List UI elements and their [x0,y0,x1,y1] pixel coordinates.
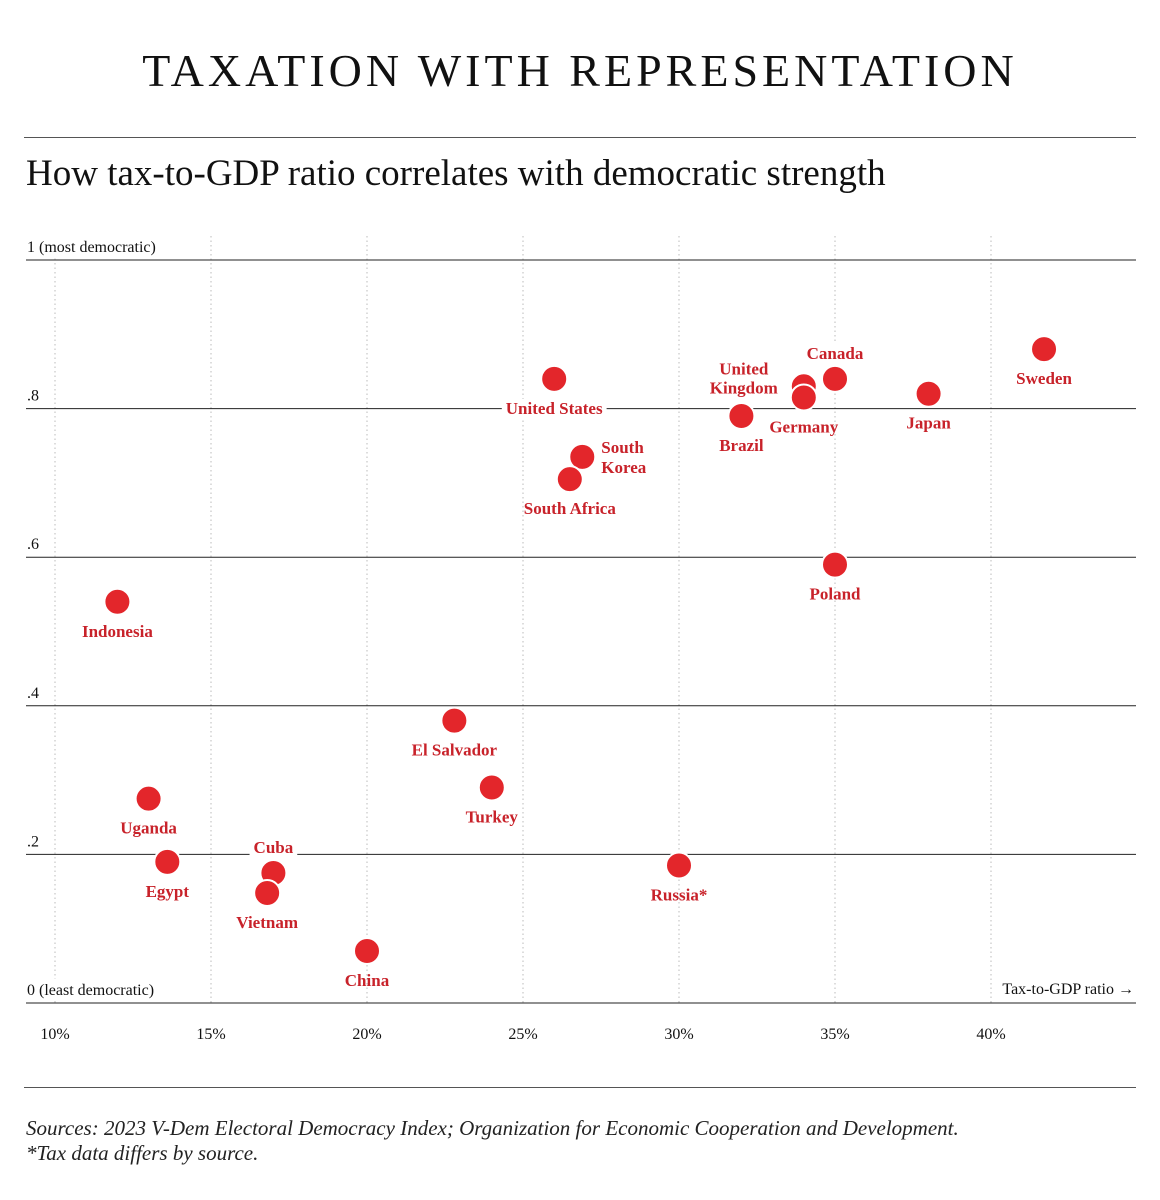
chart-subtitle: How tax-to-GDP ratio correlates with dem… [26,153,886,194]
bottom-divider [24,1087,1136,1088]
data-point-label: United [719,359,769,378]
data-point-label: Korea [601,458,647,477]
x-tick-label: 25% [508,1026,537,1043]
data-point [914,379,943,408]
data-point-label: El Salvador [412,741,498,760]
y-tick-label-bg [22,830,44,851]
data-point-label: Vietnam [236,913,298,932]
data-point-label-bg [802,343,868,364]
data-point [789,383,818,412]
x-tick-label: 10% [40,1026,69,1043]
data-point [821,550,849,579]
y-tick-label: .6 [27,536,39,553]
data-point-label-bg [501,398,607,419]
data-point-label: Brazil [719,436,764,455]
data-point [665,851,693,880]
y-tick-label-bg [22,533,44,554]
data-point-label: Germany [769,417,838,436]
sources-text: Sources: 2023 V-Dem Electoral Democracy … [26,1116,959,1140]
data-point-label: Turkey [466,808,519,827]
data-point [821,364,849,393]
x-tick-label: 35% [820,1026,849,1043]
x-tick-label: 15% [196,1026,225,1043]
y-tick-label: .8 [27,388,39,405]
y-tick-label-bg [22,681,44,702]
sources-note: Sources: 2023 V-Dem Electoral Democracy … [26,1116,959,1166]
y-tick-label: 0 (least democratic) [27,982,154,999]
data-point [1030,335,1059,364]
x-tick-label: 30% [664,1026,693,1043]
y-tick-label-bg [22,236,161,256]
data-point-label: Cuba [254,838,294,857]
data-point-label: Kingdom [710,378,778,397]
data-point-label: South Africa [524,499,617,518]
data-point [555,465,584,494]
data-point [477,773,506,802]
data-point [134,784,163,813]
data-point-label: Uganda [120,819,177,838]
data-point-label: China [345,971,390,990]
x-tick-label: 40% [976,1026,1005,1043]
data-point [153,847,182,876]
data-point [540,364,569,393]
data-point-label-bg [249,837,298,858]
x-tick-label: 20% [352,1026,381,1043]
data-point [253,879,282,908]
page-title: TAXATION WITH REPRESENTATION [142,45,1018,96]
data-point-label: Indonesia [82,622,153,641]
data-point [353,936,381,965]
y-tick-label: .4 [27,685,39,702]
y-tick-label: .2 [27,833,39,850]
data-point [568,442,597,471]
y-tick-label-bg [22,384,44,405]
data-point-label: Russia* [651,886,708,905]
y-tick-label: 1 (most democratic) [27,239,156,256]
y-tick-label-bg [22,979,160,999]
data-point [440,706,469,735]
data-point-label: Japan [906,414,951,433]
data-point-label: Sweden [1016,369,1072,388]
data-point-label: United States [506,399,603,418]
data-point-label: South [601,438,644,457]
data-point [103,587,132,616]
tax-footnote: *Tax data differs by source. [26,1141,259,1165]
top-divider [24,137,1136,138]
data-point [727,402,756,431]
x-axis-title: Tax-to-GDP ratio → [1002,981,1134,998]
data-point-label: Egypt [146,882,190,901]
data-point-label: Poland [809,585,861,604]
data-point-label: Canada [807,344,864,363]
